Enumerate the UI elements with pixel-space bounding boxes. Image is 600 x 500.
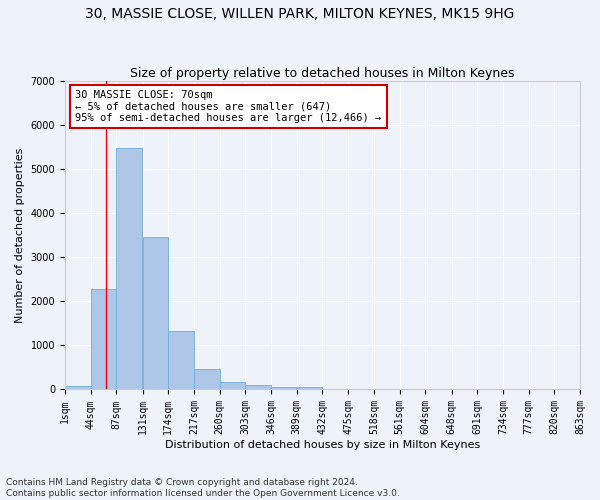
Bar (116, 148, 142, 390)
Text: 30 MASSIE CLOSE: 70sqm
← 5% of detached houses are smaller (647)
95% of semi-det: 30 MASSIE CLOSE: 70sqm ← 5% of detached … (75, 90, 382, 123)
Text: Contains HM Land Registry data © Crown copyright and database right 2024.
Contai: Contains HM Land Registry data © Crown c… (6, 478, 400, 498)
Bar (297, 388, 322, 390)
Bar (91, 289, 116, 390)
Bar (220, 382, 245, 390)
Bar (245, 385, 271, 390)
Title: Size of property relative to detached houses in Milton Keynes: Size of property relative to detached ho… (130, 66, 515, 80)
Text: 30, MASSIE CLOSE, WILLEN PARK, MILTON KEYNES, MK15 9HG: 30, MASSIE CLOSE, WILLEN PARK, MILTON KE… (85, 8, 515, 22)
Bar (271, 386, 297, 390)
Y-axis label: Number of detached properties: Number of detached properties (15, 148, 25, 323)
X-axis label: Distribution of detached houses by size in Milton Keynes: Distribution of detached houses by size … (165, 440, 480, 450)
Bar (168, 331, 194, 390)
Bar (194, 368, 220, 390)
Bar (65, 386, 91, 390)
Bar (143, 238, 168, 390)
